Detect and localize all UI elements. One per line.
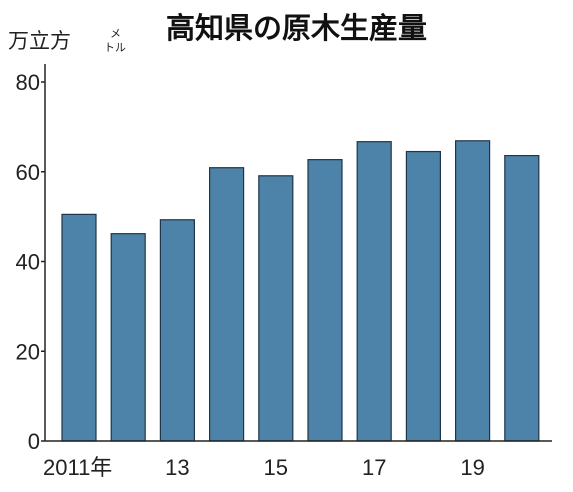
x-tick-label: 2011年 bbox=[43, 455, 112, 480]
bar-2013 bbox=[159, 219, 195, 442]
y-tick-label: 0 bbox=[28, 429, 40, 454]
bar-2020 bbox=[504, 154, 540, 442]
y-axis-unit-label: 万立方 メ トル bbox=[8, 27, 126, 54]
x-axis-ticks: 2011年 13 15 17 19 bbox=[43, 455, 485, 480]
y-tick-label: 60 bbox=[16, 160, 40, 185]
bar-2015 bbox=[258, 175, 294, 442]
bar-2014 bbox=[209, 167, 245, 442]
y-tick-label: 20 bbox=[16, 339, 40, 364]
bars bbox=[61, 140, 540, 442]
x-tick-label: 19 bbox=[460, 455, 484, 480]
chart-title: 高知県の原木生産量 bbox=[166, 11, 427, 45]
y-tick-label: 40 bbox=[16, 250, 40, 275]
y-tick-label: 80 bbox=[16, 70, 40, 95]
bar-2011 bbox=[61, 213, 97, 442]
y-axis-unit-main: 万立方 bbox=[8, 29, 71, 53]
x-tick-label: 13 bbox=[165, 455, 189, 480]
bar-2017 bbox=[356, 141, 392, 442]
bar-2018 bbox=[405, 150, 441, 442]
x-tick-label: 17 bbox=[362, 455, 386, 480]
y-axis-unit-bottom: トル bbox=[104, 41, 126, 54]
bar-2016 bbox=[307, 159, 343, 442]
y-axis-ticks: 0 20 40 60 80 bbox=[16, 70, 45, 454]
y-axis-unit-top: メ bbox=[110, 27, 121, 40]
bar-2012 bbox=[110, 233, 146, 442]
bar-2019 bbox=[455, 140, 491, 442]
x-tick-label: 15 bbox=[264, 455, 288, 480]
